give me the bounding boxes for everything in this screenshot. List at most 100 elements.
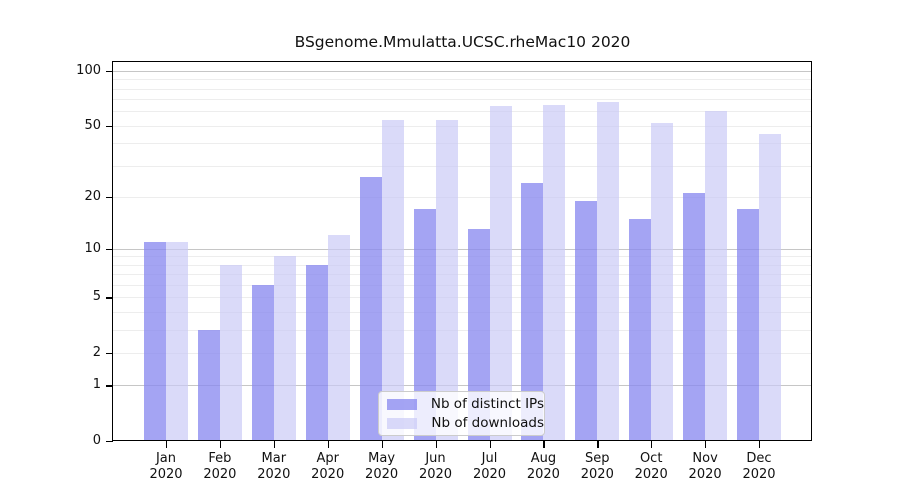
x-tick-feb <box>219 441 222 448</box>
minor-gridline-7 <box>113 274 812 276</box>
x-tick-label-aug: Aug 2020 <box>515 451 571 483</box>
bar-distinct-ips-oct <box>629 218 652 441</box>
month-label: Sep <box>585 451 610 466</box>
x-tick-label-dec: Dec 2020 <box>731 451 787 483</box>
bar-downloads-may <box>381 119 404 441</box>
year-label: 2020 <box>257 467 291 482</box>
x-tick-label-oct: Oct 2020 <box>623 451 679 483</box>
bar-downloads-nov <box>705 111 728 441</box>
legend-swatch-distinct-ips <box>387 398 417 410</box>
month-label: Jul <box>481 451 498 466</box>
x-tick-label-jan: Jan 2020 <box>138 451 194 483</box>
year-label: 2020 <box>688 467 722 482</box>
month-label: Feb <box>208 451 232 466</box>
minor-gridline-5 <box>113 297 812 299</box>
x-tick-jan <box>166 441 168 448</box>
x-tick-label-apr: Apr 2020 <box>300 451 356 483</box>
y-tick-20 <box>106 196 113 199</box>
bar-distinct-ips-mar <box>251 285 274 441</box>
y-tick-50 <box>106 125 113 128</box>
bar-distinct-ips-jan <box>144 241 166 441</box>
x-tick-label-nov: Nov 2020 <box>677 451 733 483</box>
y-tick-2 <box>106 352 113 355</box>
x-tick-sep <box>597 441 599 448</box>
bar-downloads-apr <box>327 235 350 441</box>
minor-gridline-30 <box>113 165 812 167</box>
x-tick-apr <box>327 441 329 448</box>
x-tick-jul <box>489 441 491 448</box>
minor-gridline-50 <box>113 125 812 127</box>
y-tick-0 <box>106 441 113 443</box>
legend-label-distinct-ips: Nb of distinct IPs <box>430 396 544 412</box>
major-gridline-10 <box>113 248 812 250</box>
minor-gridline-80 <box>113 88 812 90</box>
y-tick-label-2: 2 <box>92 344 101 360</box>
bar-distinct-ips-dec <box>737 209 759 441</box>
x-tick-may <box>381 441 383 448</box>
minor-gridline-6 <box>113 285 812 286</box>
bar-distinct-ips-jul <box>467 229 490 441</box>
bar-downloads-oct <box>651 122 674 441</box>
x-tick-label-feb: Feb 2020 <box>192 451 248 483</box>
legend-item-distinct-ips: Nb of distinct IPs <box>387 396 544 412</box>
y-tick-label-5: 5 <box>92 289 101 305</box>
y-tick-label-1: 1 <box>92 377 101 393</box>
x-tick-label-may: May 2020 <box>354 451 410 483</box>
x-tick-label-sep: Sep 2020 <box>569 451 625 483</box>
y-tick-100 <box>106 71 113 73</box>
y-tick-label-50: 50 <box>84 117 101 133</box>
bar-distinct-ips-aug <box>521 183 544 441</box>
bar-distinct-ips-apr <box>305 264 328 441</box>
x-tick-aug <box>543 441 545 448</box>
bar-downloads-feb <box>219 264 242 441</box>
minor-gridline-8 <box>113 264 812 266</box>
bar-distinct-ips-jun <box>413 209 436 441</box>
year-label: 2020 <box>203 467 237 482</box>
bar-downloads-sep <box>597 101 620 441</box>
bar-downloads-jun <box>435 119 458 441</box>
month-label: Jan <box>155 451 177 466</box>
minor-gridline-60 <box>113 111 812 113</box>
bar-downloads-jan <box>166 241 188 441</box>
year-label: 2020 <box>526 467 560 482</box>
minor-gridline-3 <box>113 329 812 331</box>
bar-distinct-ips-may <box>359 176 382 441</box>
legend-swatch-downloads <box>387 417 418 429</box>
month-label: Mar <box>261 451 287 466</box>
bar-distinct-ips-feb <box>197 329 220 441</box>
minor-gridline-4 <box>113 312 812 313</box>
month-label: Dec <box>746 451 772 466</box>
legend: Nb of distinct IPs Nb of downloads <box>378 391 545 436</box>
y-tick-1 <box>106 385 113 387</box>
y-tick-label-0: 0 <box>92 433 101 448</box>
month-label: Oct <box>639 451 663 466</box>
bar-distinct-ips-nov <box>683 193 706 441</box>
year-label: 2020 <box>149 467 183 482</box>
year-label: 2020 <box>634 467 668 482</box>
x-tick-oct <box>651 441 653 448</box>
legend-label-downloads: Nb of downloads <box>431 415 544 431</box>
minor-gridline-9 <box>113 256 812 258</box>
legend-item-downloads: Nb of downloads <box>387 415 544 431</box>
bar-downloads-mar <box>273 256 296 441</box>
plot-area <box>113 62 812 441</box>
month-label: Nov <box>692 451 718 466</box>
month-label: Aug <box>530 451 557 466</box>
bar-downloads-jul <box>489 106 512 441</box>
minor-gridline-2 <box>113 352 812 354</box>
major-gridline-1 <box>113 385 812 387</box>
bar-downloads-dec <box>759 134 781 441</box>
year-label: 2020 <box>742 467 776 482</box>
x-tick-mar <box>273 441 276 448</box>
year-label: 2020 <box>418 467 453 482</box>
x-tick-label-jul: Jul 2020 <box>462 451 518 483</box>
x-tick-nov <box>705 441 707 448</box>
month-label: May <box>368 451 396 466</box>
minor-gridline-20 <box>113 196 812 198</box>
y-tick-10 <box>106 248 113 251</box>
bar-downloads-aug <box>543 105 566 441</box>
x-tick-dec <box>759 441 761 448</box>
minor-gridline-40 <box>113 143 812 145</box>
year-label: 2020 <box>311 467 345 482</box>
